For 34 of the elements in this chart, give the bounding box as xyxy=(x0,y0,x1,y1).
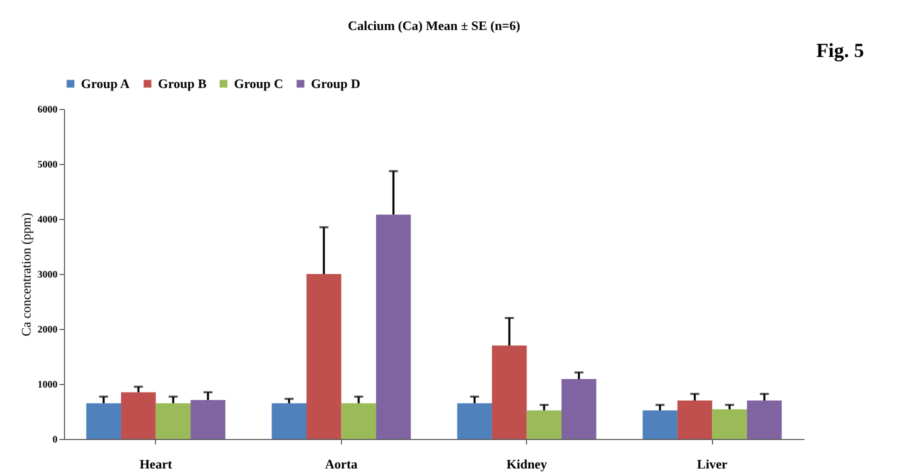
y-tick-label: 4000 xyxy=(38,214,58,226)
bar xyxy=(677,400,712,439)
y-tick-label: 6000 xyxy=(38,104,58,116)
legend-label: Group B xyxy=(158,76,207,91)
bar xyxy=(492,346,527,439)
legend-label: Group D xyxy=(311,76,360,91)
bar xyxy=(562,379,596,439)
bar xyxy=(642,410,678,439)
bar xyxy=(526,410,562,439)
caption: Fig. 5 xyxy=(816,40,864,62)
x-tick-label: Heart xyxy=(140,456,173,472)
bar xyxy=(306,274,342,439)
bar xyxy=(190,400,226,439)
y-axis-title: Ca concentration (ppm) xyxy=(18,212,34,336)
bar xyxy=(457,403,492,439)
bar xyxy=(121,392,156,439)
bar xyxy=(272,403,306,439)
chart-title: Calcium (Ca) Mean ± SE (n=6) xyxy=(348,18,520,33)
x-tick-label: Kidney xyxy=(506,456,548,472)
x-tick-label: Aorta xyxy=(325,456,358,472)
bar xyxy=(156,403,191,439)
legend-label: Group C xyxy=(234,76,284,91)
bar xyxy=(712,409,747,439)
legend-label: Group A xyxy=(81,76,130,91)
y-tick-label: 0 xyxy=(52,434,58,446)
bar xyxy=(86,403,122,439)
y-tick-label: 1000 xyxy=(38,380,58,390)
bar xyxy=(376,214,411,439)
x-tick-label: Liver xyxy=(697,456,728,472)
y-tick-label: 5000 xyxy=(38,160,58,170)
y-tick-label: 3000 xyxy=(38,270,58,280)
y-tick-label: 2000 xyxy=(38,324,58,336)
bar xyxy=(746,400,782,439)
bar xyxy=(341,403,376,439)
